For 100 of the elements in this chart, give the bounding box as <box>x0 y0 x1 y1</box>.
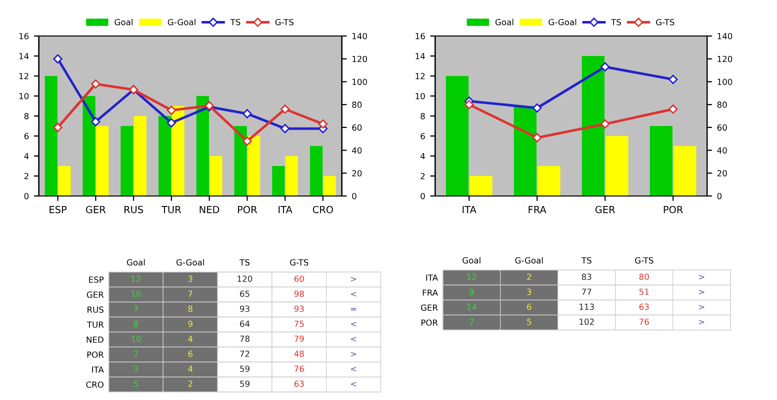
data-label: 102 <box>580 318 594 325</box>
x-tick-label: Goal <box>126 259 145 266</box>
point <box>53 122 62 132</box>
y2-tick-label: 40 <box>352 147 362 154</box>
y-tick-label: 8 <box>420 112 425 120</box>
y2-tick-label: 40 <box>717 147 727 154</box>
y-tick-label: POR <box>421 319 438 326</box>
y-tick-label: POR <box>87 351 104 358</box>
x-tick-label: POR <box>238 206 258 214</box>
data-label: 77 <box>582 288 592 295</box>
y-tick-label: 16 <box>19 32 29 40</box>
x-tick-label: NED <box>200 206 220 214</box>
data-label: 75 <box>294 320 304 327</box>
text: > <box>350 276 356 282</box>
point <box>600 119 610 129</box>
y-tick-label: 12 <box>416 72 425 80</box>
y2-tick-label: 100 <box>352 78 367 85</box>
data-label: 113 <box>580 304 594 310</box>
data-label: 59 <box>240 366 250 372</box>
bar <box>582 56 604 196</box>
y-tick-label: FRA <box>422 290 438 296</box>
x-tick-label: POR <box>664 206 683 214</box>
data-label: 76 <box>640 318 649 325</box>
bar <box>158 116 172 196</box>
y2-tick-label: 0 <box>717 192 722 200</box>
data-label: 5 <box>134 380 138 387</box>
point <box>242 109 252 118</box>
y2-tick-label: 120 <box>718 56 732 62</box>
bar <box>514 106 537 196</box>
point <box>668 104 678 114</box>
y-tick-label: ITA <box>92 366 104 373</box>
y-tick-label: GER <box>420 304 438 311</box>
x-tick-label: CRO <box>312 206 333 214</box>
data-label: 93 <box>294 306 304 312</box>
legend-label: G-Goal <box>548 18 576 26</box>
x-tick-label: ITA <box>278 206 292 214</box>
x-tick-label: G-Goal <box>515 257 543 264</box>
x-tick-label: ESP <box>50 206 67 214</box>
bar <box>446 76 469 196</box>
bar <box>82 96 96 196</box>
data-label: 76 <box>294 366 304 372</box>
data-label: 12 <box>132 276 140 282</box>
bar <box>285 156 298 196</box>
data-label: 79 <box>294 336 304 342</box>
point <box>242 136 252 146</box>
y-tick-label: 6 <box>24 132 29 140</box>
y-tick-label: 8 <box>24 112 29 120</box>
bar <box>538 166 560 196</box>
data-label: 2 <box>188 380 192 387</box>
data-label: 93 <box>240 306 250 312</box>
y-tick-label: 14 <box>19 53 29 60</box>
y-tick-label: 10 <box>416 92 425 100</box>
y-tick-label: RUS <box>88 306 104 313</box>
bar <box>606 136 628 196</box>
data-label: 64 <box>240 320 250 327</box>
y2-tick-label: 20 <box>352 170 362 176</box>
bar <box>172 106 184 196</box>
x-tick-label: G-TS <box>635 257 654 264</box>
x-tick-label: RUS <box>124 206 144 214</box>
y-tick-label: 4 <box>420 153 425 160</box>
bar <box>234 126 247 196</box>
bar <box>674 146 696 196</box>
y-tick-label: 2 <box>24 172 28 180</box>
bar <box>134 116 146 196</box>
y-tick-label: 16 <box>416 32 425 40</box>
data-label: 80 <box>639 274 649 280</box>
point <box>166 118 176 128</box>
data-label: 72 <box>240 350 250 357</box>
y2-tick-label: 80 <box>717 102 727 108</box>
data-label: 78 <box>240 336 250 342</box>
point <box>318 119 328 129</box>
x-tick-label: TS <box>581 257 592 264</box>
point <box>668 74 678 84</box>
data-label: 3 <box>134 366 138 372</box>
y2-tick-label: 120 <box>352 56 367 62</box>
y2-tick-label: 140 <box>718 32 732 40</box>
data-label: 9 <box>188 320 192 327</box>
legend-label: G-TS <box>275 18 294 26</box>
y-tick-label: TUR <box>86 322 104 328</box>
data-label: 8 <box>134 320 138 327</box>
text: > <box>350 352 356 356</box>
point <box>280 104 290 114</box>
legend-label: TS <box>611 18 621 26</box>
point <box>280 124 290 134</box>
y-tick-label: NED <box>86 336 104 343</box>
y-tick-label: 6 <box>420 132 425 140</box>
legend-label: TS <box>230 18 240 26</box>
x-tick-label: G-TS <box>290 259 308 266</box>
data-label: 5 <box>527 318 532 325</box>
bar <box>470 176 492 196</box>
y-tick-label: 0 <box>24 192 29 200</box>
y2-tick-label: 60 <box>717 124 727 131</box>
bar <box>248 136 260 196</box>
point <box>464 100 474 110</box>
data-label: 7 <box>188 290 192 297</box>
data-label: 7 <box>470 318 474 325</box>
y2-tick-label: 140 <box>352 32 367 40</box>
x-tick-label: ITA <box>462 206 476 214</box>
point <box>532 133 542 142</box>
data-label: 9 <box>470 288 474 295</box>
